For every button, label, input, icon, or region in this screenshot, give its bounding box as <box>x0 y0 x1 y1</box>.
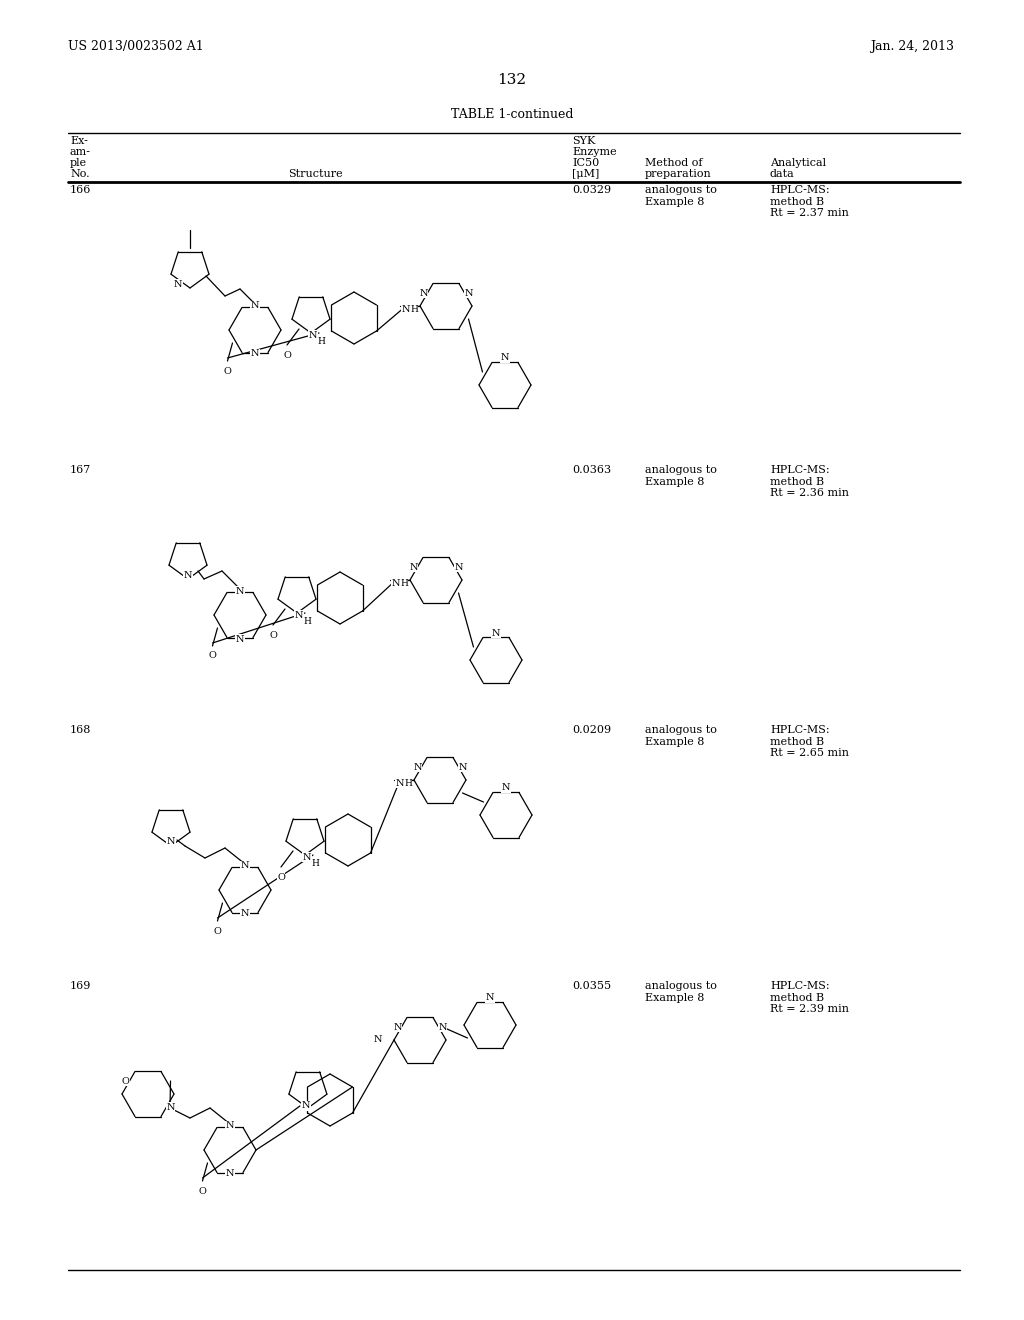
Text: HPLC-MS:
method B
Rt = 2.65 min: HPLC-MS: method B Rt = 2.65 min <box>770 725 849 758</box>
Text: 0.0363: 0.0363 <box>572 465 611 475</box>
Text: 132: 132 <box>498 73 526 87</box>
Text: N: N <box>395 779 404 788</box>
Text: O: O <box>278 873 285 882</box>
Text: O: O <box>199 1187 207 1196</box>
Text: [μM]: [μM] <box>572 169 599 180</box>
Text: Method of: Method of <box>645 158 702 168</box>
Text: N: N <box>174 280 182 289</box>
Text: N: N <box>167 837 175 846</box>
Text: N: N <box>236 586 245 595</box>
Text: Structure: Structure <box>288 169 342 180</box>
Text: analogous to
Example 8: analogous to Example 8 <box>645 725 717 747</box>
Text: N: N <box>464 289 473 297</box>
Text: O: O <box>214 927 221 936</box>
Text: Analytical: Analytical <box>770 158 826 168</box>
Text: O: O <box>122 1077 129 1085</box>
Text: N: N <box>502 784 510 792</box>
Text: SYK: SYK <box>572 136 595 147</box>
Text: N: N <box>225 1170 234 1179</box>
Text: Ex-: Ex- <box>70 136 88 147</box>
Text: HPLC-MS:
method B
Rt = 2.36 min: HPLC-MS: method B Rt = 2.36 min <box>770 465 849 498</box>
Text: 169: 169 <box>70 981 91 991</box>
Text: US 2013/0023502 A1: US 2013/0023502 A1 <box>68 40 204 53</box>
Text: N: N <box>303 853 311 862</box>
Text: N: N <box>241 909 249 919</box>
Text: O: O <box>209 652 216 660</box>
Text: N: N <box>485 994 495 1002</box>
Text: H: H <box>317 337 325 346</box>
Text: H: H <box>303 616 311 626</box>
Text: analogous to
Example 8: analogous to Example 8 <box>645 185 717 207</box>
Text: data: data <box>770 169 795 180</box>
Text: N: N <box>251 301 259 310</box>
Text: Enzyme: Enzyme <box>572 147 616 157</box>
Text: H: H <box>404 779 412 788</box>
Text: N: N <box>309 330 317 339</box>
Text: 0.0329: 0.0329 <box>572 185 611 195</box>
Text: 166: 166 <box>70 185 91 195</box>
Text: analogous to
Example 8: analogous to Example 8 <box>645 465 717 487</box>
Text: preparation: preparation <box>645 169 712 180</box>
Text: H: H <box>410 305 418 314</box>
Text: N: N <box>225 1122 234 1130</box>
Text: IC50: IC50 <box>572 158 599 168</box>
Text: am-: am- <box>70 147 91 157</box>
Text: 167: 167 <box>70 465 91 475</box>
Text: N: N <box>166 1102 175 1111</box>
Text: N: N <box>401 305 411 314</box>
Text: N: N <box>438 1023 446 1031</box>
Text: 168: 168 <box>70 725 91 735</box>
Text: H: H <box>400 578 408 587</box>
Text: analogous to
Example 8: analogous to Example 8 <box>645 981 717 1003</box>
Text: N: N <box>455 562 463 572</box>
Text: 0.0355: 0.0355 <box>572 981 611 991</box>
Text: N: N <box>414 763 422 771</box>
Text: N: N <box>419 289 428 297</box>
Text: N: N <box>302 1101 310 1110</box>
Text: N: N <box>236 635 245 644</box>
Text: Jan. 24, 2013: Jan. 24, 2013 <box>870 40 954 53</box>
Text: N: N <box>183 570 193 579</box>
Text: O: O <box>283 351 291 359</box>
Text: N: N <box>295 610 303 619</box>
Text: N: N <box>410 562 418 572</box>
Text: ple: ple <box>70 158 87 168</box>
Text: N: N <box>501 354 509 363</box>
Text: N: N <box>251 350 259 359</box>
Text: N: N <box>459 763 467 771</box>
Text: N: N <box>393 1023 401 1031</box>
Text: HPLC-MS:
method B
Rt = 2.37 min: HPLC-MS: method B Rt = 2.37 min <box>770 185 849 218</box>
Text: No.: No. <box>70 169 90 180</box>
Text: O: O <box>223 367 231 375</box>
Text: N: N <box>374 1035 382 1044</box>
Text: H: H <box>311 858 318 867</box>
Text: N: N <box>241 862 249 870</box>
Text: N: N <box>392 578 400 587</box>
Text: TABLE 1-continued: TABLE 1-continued <box>451 108 573 121</box>
Text: 0.0209: 0.0209 <box>572 725 611 735</box>
Text: N: N <box>492 628 501 638</box>
Text: HPLC-MS:
method B
Rt = 2.39 min: HPLC-MS: method B Rt = 2.39 min <box>770 981 849 1014</box>
Text: O: O <box>269 631 276 639</box>
